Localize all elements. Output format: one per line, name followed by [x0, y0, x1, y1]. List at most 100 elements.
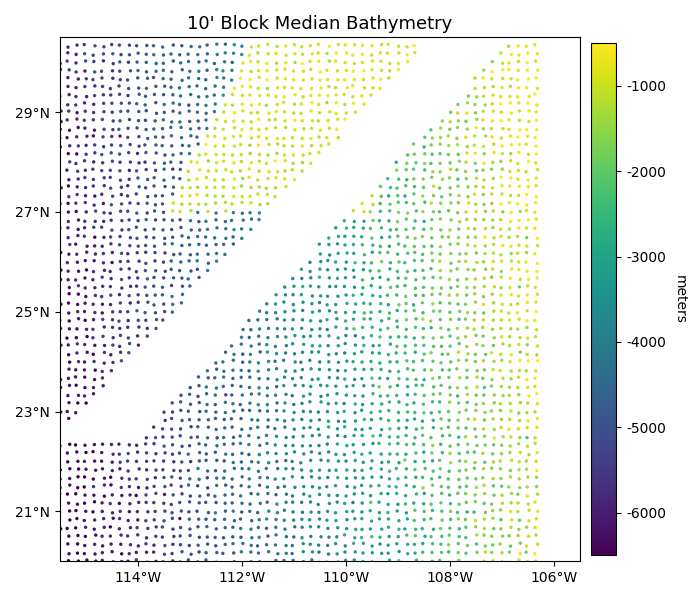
Point — [425, 316, 436, 326]
Point — [391, 158, 402, 167]
Point — [160, 416, 171, 425]
Point — [167, 164, 178, 174]
Point — [64, 506, 75, 516]
Point — [73, 266, 84, 276]
Point — [125, 523, 136, 533]
Point — [243, 431, 254, 440]
Point — [167, 449, 178, 459]
Point — [477, 331, 489, 341]
Point — [115, 107, 126, 116]
Point — [356, 347, 368, 357]
Point — [211, 115, 223, 124]
Point — [148, 41, 159, 50]
Point — [488, 316, 499, 325]
Point — [165, 122, 176, 132]
Point — [64, 283, 75, 292]
Point — [435, 242, 446, 251]
Point — [157, 290, 168, 299]
Point — [201, 109, 212, 118]
Point — [106, 225, 118, 235]
Point — [417, 232, 428, 241]
Point — [62, 56, 73, 66]
Point — [246, 67, 257, 76]
Point — [261, 124, 272, 134]
Point — [166, 265, 177, 274]
Point — [296, 533, 307, 542]
Point — [114, 57, 125, 67]
Point — [288, 507, 299, 517]
Point — [62, 100, 74, 110]
Point — [131, 99, 142, 109]
Point — [513, 191, 524, 200]
Point — [286, 83, 297, 93]
Point — [461, 548, 472, 558]
Point — [419, 391, 430, 400]
Point — [304, 281, 316, 291]
Point — [428, 272, 439, 282]
Point — [157, 424, 168, 434]
Point — [530, 556, 541, 566]
Point — [72, 307, 83, 316]
Point — [72, 539, 83, 548]
Point — [402, 390, 413, 400]
Point — [228, 239, 239, 249]
Point — [315, 392, 326, 401]
Point — [376, 316, 387, 326]
Point — [350, 299, 361, 309]
Point — [116, 182, 127, 192]
Point — [307, 307, 318, 317]
Point — [489, 233, 500, 242]
Point — [71, 83, 82, 92]
Point — [471, 548, 482, 557]
Point — [426, 215, 438, 224]
Point — [488, 365, 499, 374]
Point — [193, 392, 204, 401]
Point — [408, 357, 419, 367]
Point — [295, 373, 307, 382]
Point — [454, 466, 465, 476]
Point — [82, 347, 93, 357]
Point — [531, 422, 542, 432]
Point — [410, 314, 421, 323]
Point — [522, 350, 533, 359]
Point — [114, 89, 125, 99]
Point — [400, 165, 412, 175]
Point — [131, 41, 142, 50]
Point — [512, 232, 523, 241]
Point — [63, 350, 74, 359]
Point — [333, 358, 344, 367]
Point — [512, 531, 524, 541]
Point — [71, 250, 83, 259]
Point — [176, 41, 188, 50]
Point — [183, 106, 195, 116]
Point — [358, 381, 370, 391]
Point — [131, 457, 142, 466]
Point — [435, 289, 446, 299]
Point — [131, 166, 142, 176]
Point — [288, 408, 300, 418]
Point — [314, 239, 325, 249]
Point — [279, 324, 290, 334]
Point — [426, 233, 438, 242]
Point — [131, 555, 142, 565]
Point — [454, 499, 465, 509]
Point — [339, 348, 350, 358]
Point — [71, 190, 83, 199]
Point — [505, 324, 517, 334]
Point — [426, 499, 437, 509]
Point — [174, 50, 186, 59]
Point — [332, 439, 343, 449]
Point — [262, 333, 274, 343]
Point — [131, 440, 142, 450]
Point — [461, 133, 472, 142]
Point — [116, 50, 127, 59]
Point — [330, 300, 342, 310]
Point — [479, 524, 490, 533]
Point — [315, 380, 326, 390]
Point — [479, 365, 490, 374]
Point — [201, 124, 212, 133]
Point — [201, 241, 212, 250]
Point — [454, 307, 466, 316]
Point — [186, 266, 197, 276]
Point — [99, 181, 110, 190]
